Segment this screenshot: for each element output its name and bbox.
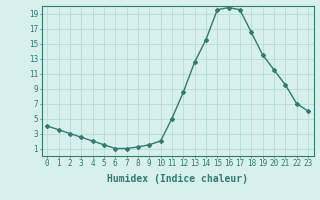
X-axis label: Humidex (Indice chaleur): Humidex (Indice chaleur) xyxy=(107,174,248,184)
